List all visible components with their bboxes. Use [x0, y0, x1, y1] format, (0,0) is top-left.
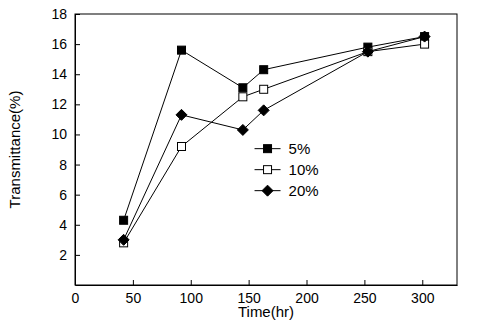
point	[419, 31, 430, 42]
point	[120, 216, 128, 224]
tick: 8	[59, 157, 80, 173]
legend-marker	[264, 166, 272, 174]
tick-mark	[422, 280, 423, 285]
series-line	[124, 37, 425, 240]
tick-mark	[75, 14, 80, 15]
point	[176, 109, 187, 120]
point	[237, 124, 248, 135]
legend-label: 10%	[289, 161, 319, 178]
point	[239, 93, 247, 101]
tick-label: 0	[72, 290, 80, 306]
legend-item: 5%	[255, 140, 311, 157]
tick-label: 200	[295, 290, 319, 306]
point	[258, 105, 269, 116]
tick-mark	[75, 74, 80, 75]
tick: 250	[353, 280, 377, 306]
plot: 050100150200250300246810121416185%10%20%	[51, 6, 457, 306]
axis-line	[75, 15, 76, 286]
point	[362, 46, 373, 57]
tick: 12	[51, 96, 80, 112]
y-axis-title: Transmittance(%)	[6, 91, 23, 209]
tick-mark	[191, 280, 192, 285]
tick-label: 6	[59, 187, 67, 203]
tick: 14	[51, 66, 80, 82]
tick-mark	[133, 280, 134, 285]
tick-label: 4	[59, 217, 67, 233]
tick-label: 16	[51, 36, 67, 52]
legend-item: 20%	[255, 182, 319, 199]
legend-label: 20%	[289, 182, 319, 199]
data-layer	[118, 31, 430, 247]
tick: 18	[51, 6, 80, 22]
tick-mark	[364, 280, 365, 285]
tick-label: 250	[353, 290, 377, 306]
point	[177, 46, 185, 54]
point	[239, 84, 247, 92]
tick: 2	[59, 247, 80, 263]
tick-label: 50	[126, 290, 142, 306]
legend-marker	[264, 145, 272, 153]
axis-line	[76, 285, 458, 286]
tick-label: 12	[51, 96, 67, 112]
chart: 050100150200250300246810121416185%10%20%…	[0, 0, 478, 322]
point	[260, 66, 268, 74]
series-line	[124, 37, 425, 221]
tick-mark	[75, 104, 80, 105]
tick: 300	[411, 280, 435, 306]
tick-label: 300	[411, 290, 435, 306]
legend: 5% 10% 20%	[255, 140, 319, 199]
tick-label: 100	[180, 290, 204, 306]
tick-mark	[75, 195, 80, 196]
legend-label: 5%	[289, 140, 311, 157]
tick-mark	[75, 225, 80, 226]
tick-mark	[75, 134, 80, 135]
tick-label: 10	[51, 126, 67, 142]
legend-item: 10%	[255, 161, 319, 178]
y-axis: 2 4 6 8 10 12 14 16 18	[51, 6, 80, 286]
point	[118, 234, 129, 245]
tick-mark	[75, 44, 80, 45]
point	[260, 85, 268, 93]
point	[177, 142, 185, 150]
tick: 100	[180, 280, 204, 306]
x-axis-title: Time(hr)	[238, 303, 294, 320]
tick-label: 2	[59, 247, 67, 263]
tick-mark	[75, 255, 80, 256]
tick-label: 18	[51, 6, 67, 22]
tick: 10	[51, 126, 80, 142]
tick: 16	[51, 36, 80, 52]
tick: 50	[126, 280, 142, 306]
tick-mark	[307, 280, 308, 285]
tick-label: 14	[51, 66, 67, 82]
tick: 4	[59, 217, 80, 233]
plot-frame	[75, 14, 457, 285]
tick-mark	[75, 165, 80, 166]
tick: 200	[295, 280, 319, 306]
tick-label: 8	[59, 157, 67, 173]
tick-mark	[249, 280, 250, 285]
legend-marker	[262, 185, 273, 196]
tick: 6	[59, 187, 80, 203]
